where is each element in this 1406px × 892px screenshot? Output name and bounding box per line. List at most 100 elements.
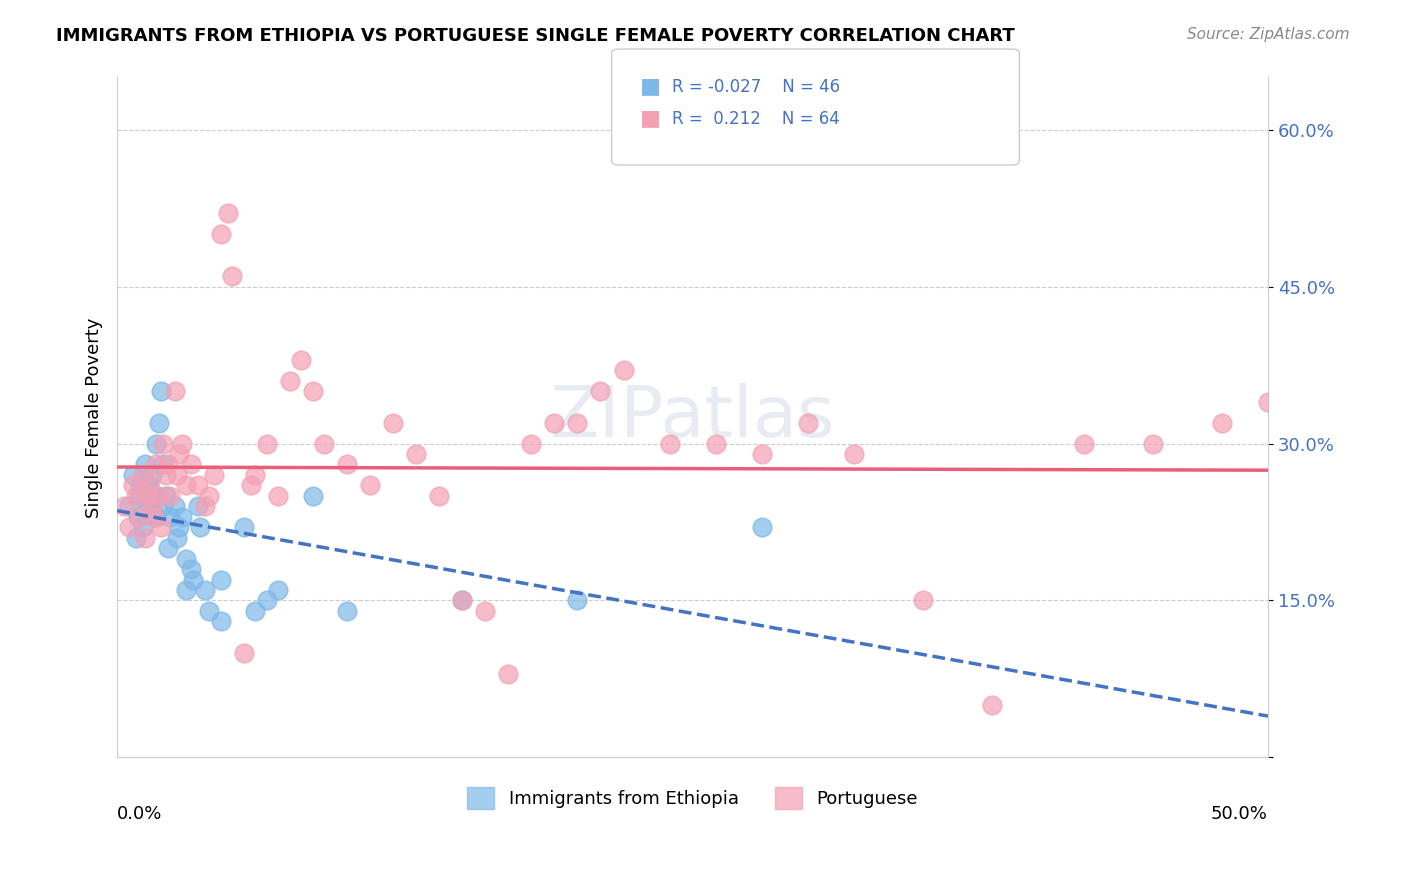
Point <box>256 593 278 607</box>
Point <box>124 531 146 545</box>
Point <box>209 573 232 587</box>
Point <box>156 458 179 472</box>
Point <box>145 509 167 524</box>
Point <box>152 458 174 472</box>
Point <box>124 489 146 503</box>
Point <box>141 467 163 482</box>
Point <box>245 467 267 482</box>
Point <box>188 520 211 534</box>
Point <box>129 478 152 492</box>
Point <box>155 467 177 482</box>
Point <box>138 478 160 492</box>
Point <box>498 666 520 681</box>
Point <box>612 363 634 377</box>
Point <box>1142 436 1164 450</box>
Point <box>543 416 565 430</box>
Point <box>1073 436 1095 450</box>
Text: R =  0.212    N = 64: R = 0.212 N = 64 <box>672 110 839 128</box>
Point <box>131 520 153 534</box>
Point <box>232 646 254 660</box>
Point <box>180 458 202 472</box>
Point <box>796 416 818 430</box>
Point <box>1257 394 1279 409</box>
Point <box>256 436 278 450</box>
Point <box>1211 416 1233 430</box>
Point <box>181 573 204 587</box>
Point <box>152 436 174 450</box>
Point <box>187 478 209 492</box>
Point <box>336 604 359 618</box>
Point <box>174 551 197 566</box>
Point <box>143 489 166 503</box>
Point <box>169 447 191 461</box>
Legend: Immigrants from Ethiopia, Portuguese: Immigrants from Ethiopia, Portuguese <box>460 780 925 816</box>
Point <box>451 593 474 607</box>
Point <box>209 615 232 629</box>
Point <box>245 604 267 618</box>
Point <box>567 416 589 430</box>
Point <box>301 489 323 503</box>
Point <box>170 509 193 524</box>
Point <box>198 489 221 503</box>
Point <box>163 384 186 399</box>
Point <box>145 458 167 472</box>
Text: ■: ■ <box>640 77 661 96</box>
Text: 50.0%: 50.0% <box>1211 805 1268 823</box>
Point <box>217 206 239 220</box>
Text: R = -0.027    N = 46: R = -0.027 N = 46 <box>672 78 841 96</box>
Point <box>159 509 181 524</box>
Point <box>520 436 543 450</box>
Point <box>149 520 172 534</box>
Point <box>359 478 381 492</box>
Point <box>589 384 612 399</box>
Point <box>166 467 188 482</box>
Point <box>221 269 243 284</box>
Point <box>131 467 153 482</box>
Text: ■: ■ <box>640 108 661 128</box>
Point <box>336 458 359 472</box>
Point <box>911 593 934 607</box>
Point <box>155 489 177 503</box>
Point <box>751 520 773 534</box>
Point <box>169 520 191 534</box>
Point <box>278 374 301 388</box>
Point <box>134 458 156 472</box>
Point <box>301 384 323 399</box>
Point <box>143 509 166 524</box>
Point <box>842 447 865 461</box>
Point <box>267 489 290 503</box>
Point <box>136 494 159 508</box>
Point <box>209 227 232 242</box>
Point <box>145 436 167 450</box>
Point <box>174 478 197 492</box>
Point <box>474 604 496 618</box>
Point <box>314 436 336 450</box>
Point <box>267 582 290 597</box>
Point <box>980 698 1002 712</box>
Point <box>136 489 159 503</box>
Point <box>567 593 589 607</box>
Point <box>239 478 262 492</box>
Point <box>451 593 474 607</box>
Point <box>141 500 163 514</box>
Point <box>187 500 209 514</box>
Point <box>232 520 254 534</box>
Point <box>118 500 141 514</box>
Point <box>149 384 172 399</box>
Point <box>166 531 188 545</box>
Point <box>136 489 159 503</box>
Point <box>290 352 312 367</box>
Point <box>122 478 145 492</box>
Point <box>118 520 141 534</box>
Point <box>202 467 225 482</box>
Point <box>129 509 152 524</box>
Point <box>170 436 193 450</box>
Point <box>148 416 170 430</box>
Point <box>163 500 186 514</box>
Point <box>194 582 217 597</box>
Point <box>127 509 149 524</box>
Point <box>198 604 221 618</box>
Point <box>138 478 160 492</box>
Point <box>658 436 681 450</box>
Point <box>194 500 217 514</box>
